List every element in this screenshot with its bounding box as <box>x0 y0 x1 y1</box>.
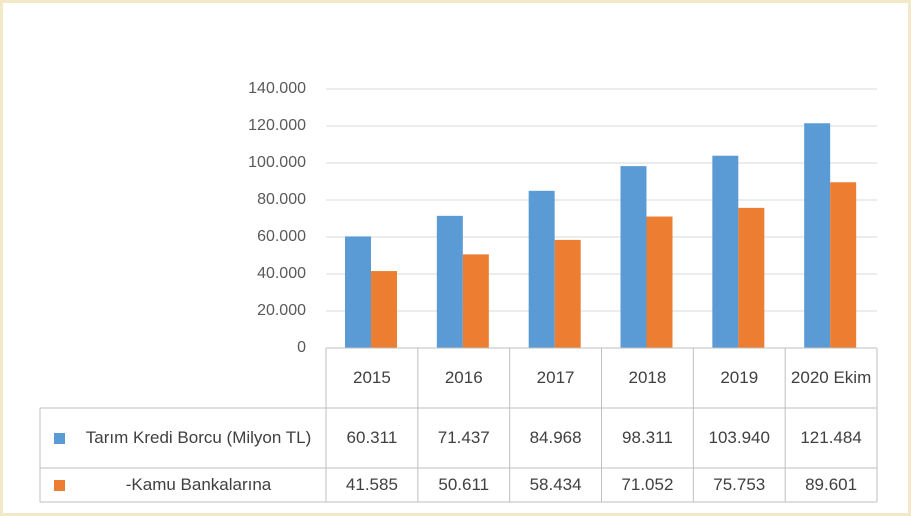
bar <box>436 215 463 348</box>
category-label: 2020 Ekim <box>790 368 872 387</box>
data-label: 103.940 <box>708 428 770 447</box>
bar <box>371 271 397 348</box>
data-label: 121.484 <box>800 428 862 447</box>
y-tick-label: 140.000 <box>248 80 306 97</box>
legend-entry: Tarım Kredi Borcu (Milyon TL) <box>40 408 322 468</box>
legend-label: -Kamu Bankalarına <box>125 475 272 494</box>
data-label: 58.434 <box>529 475 582 494</box>
data-label: 41.585 <box>345 475 398 494</box>
y-tick-label: 60.000 <box>257 228 306 245</box>
legend-entry: -Kamu Bankalarına <box>40 468 322 502</box>
bar <box>804 123 831 348</box>
legend-label: Tarım Kredi Borcu (Milyon TL) <box>85 428 312 447</box>
bar <box>345 236 371 348</box>
legend-marker <box>54 479 65 491</box>
category-label: 2016 <box>444 368 483 387</box>
data-label: 89.601 <box>805 475 858 494</box>
data-label: 75.753 <box>713 475 766 494</box>
bar <box>528 190 555 348</box>
bar <box>738 207 765 348</box>
data-label: 50.611 <box>438 475 490 494</box>
bar <box>830 182 857 348</box>
bar <box>712 155 739 348</box>
data-label: 98.311 <box>622 428 673 447</box>
y-tick-label: 80.000 <box>257 191 306 208</box>
bar <box>646 216 673 348</box>
bar <box>462 254 489 348</box>
y-tick-label: 120.000 <box>248 117 306 134</box>
y-tick-label: 0 <box>297 339 306 356</box>
y-tick-label: 20.000 <box>257 302 306 319</box>
data-label: 71.437 <box>437 428 490 447</box>
y-tick-label: 40.000 <box>257 265 306 282</box>
y-tick-label: 100.000 <box>248 154 306 171</box>
category-label: 2015 <box>353 368 391 387</box>
legend-marker <box>54 432 65 444</box>
category-label: 2019 <box>720 368 759 387</box>
bar <box>554 239 581 348</box>
data-label: 60.311 <box>346 428 398 447</box>
bar <box>620 166 647 348</box>
category-label: 2017 <box>536 368 575 387</box>
plot: 0 20.000 40.000 60.000 80.000 100.000 120.000 1… <box>39 80 878 503</box>
data-label: 84.968 <box>529 428 582 447</box>
category-label: 2018 <box>628 368 667 387</box>
data-label: 71.052 <box>621 475 674 494</box>
